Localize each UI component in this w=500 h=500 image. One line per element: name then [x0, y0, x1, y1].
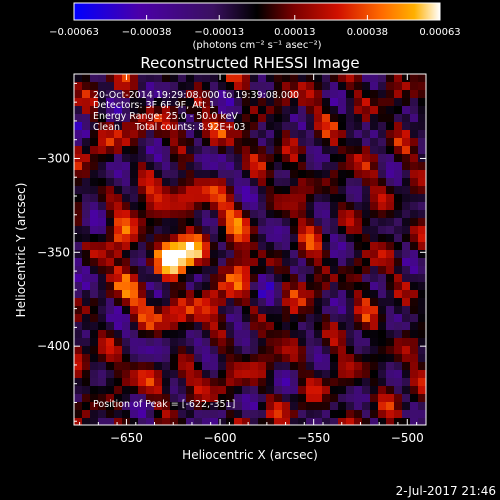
- colorbar-tick-label: 0.00038: [347, 27, 388, 38]
- peak-position-label: Position of Peak = [-622,-351]: [93, 399, 235, 410]
- colorbar-ticks: −0.00063 −0.00038 −0.00013 0.00013 0.00038 0.…: [49, 15, 461, 38]
- colorbar: −0.00063 −0.00038 −0.00013 0.00013 0.00038 0.…: [49, 2, 461, 51]
- annotation-block: 20-Oct-2014 19:29:08.000 to 19:39:08.000…: [93, 90, 299, 133]
- y-axis-label: Heliocentric Y (arcsec): [14, 183, 28, 318]
- plot-frame: [73, 73, 427, 426]
- x-axis: −650 −600 −550 −500: [79, 74, 424, 445]
- colorbar-gradient: [73, 2, 441, 21]
- colorbar-tick-label: −0.00038: [122, 27, 172, 38]
- annotation-clean-counts: Clean Total counts: 8.92E+03: [93, 122, 245, 133]
- x-tick-label: −650: [110, 431, 143, 445]
- heatmap-image: [74, 74, 426, 425]
- colorbar-tick-label: 0.00063: [419, 27, 460, 38]
- annotation-detectors: Detectors: 3F 6F 9F, Att 1: [93, 100, 215, 111]
- colorbar-tick-label: 0.00013: [274, 27, 315, 38]
- x-tick-label: −550: [297, 431, 330, 445]
- annotation-time-range: 20-Oct-2014 19:29:08.000 to 19:39:08.000: [93, 90, 299, 101]
- y-tick-label: −350: [37, 245, 70, 259]
- colorbar-label: (photons cm⁻² s⁻¹ asec⁻²): [192, 40, 321, 51]
- x-tick-label: −500: [391, 431, 424, 445]
- x-axis-label: Heliocentric X (arcsec): [182, 448, 318, 462]
- colorbar-tick-label: −0.00013: [194, 27, 244, 38]
- chart-title: Reconstructed RHESSI Image: [140, 54, 359, 72]
- annotation-energy-range: Energy Range: 25.0 - 50.0 keV: [93, 111, 238, 122]
- footer-timestamp: 2-Jul-2017 21:46: [396, 484, 496, 498]
- colorbar-tick-label: −0.00063: [49, 27, 99, 38]
- y-tick-label: −400: [37, 339, 70, 353]
- y-axis: −300 −350 −400: [37, 82, 426, 422]
- x-tick-label: −600: [204, 431, 237, 445]
- y-tick-label: −300: [37, 151, 70, 165]
